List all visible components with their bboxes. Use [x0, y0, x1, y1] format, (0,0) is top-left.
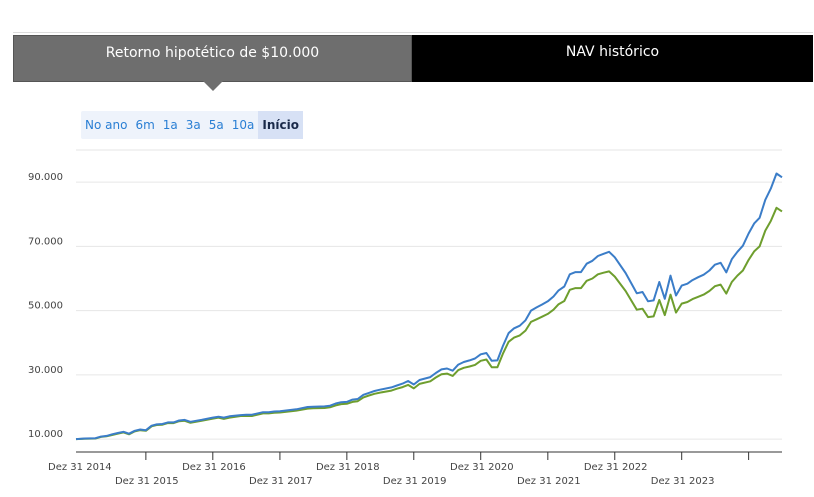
x-tick-label: Dez 31 2023	[651, 476, 715, 487]
x-tick-label: Dez 31 2019	[383, 476, 447, 487]
range-inception-button[interactable]: Início	[258, 111, 303, 139]
x-tick-label: Dez 31 2020	[450, 462, 514, 473]
tab-nav-history-label: NAV histórico	[565, 44, 660, 60]
range-10y-button[interactable]: 10a	[231, 118, 255, 132]
y-tick-label: 50.000	[28, 301, 63, 312]
tab-nav-history[interactable]: NAV histórico	[412, 35, 813, 82]
y-tick-label: 90.000	[28, 172, 63, 183]
range-ytd-button[interactable]: No ano	[85, 118, 128, 132]
x-tick-label: Dez 31 2016	[182, 462, 246, 473]
x-tick-label: Dez 31 2015	[115, 476, 179, 487]
series-line-1	[75, 172, 783, 441]
top-divider	[13, 32, 813, 33]
x-tick-label: Dez 31 2022	[584, 462, 648, 473]
range-6m-button[interactable]: 6m	[135, 118, 155, 132]
series-line-2	[75, 206, 783, 441]
y-tick-label: 70.000	[28, 236, 63, 247]
x-tick-label: Dez 31 2018	[316, 462, 380, 473]
chart-tabs: Retorno hipotético de $10.000 NAV histór…	[13, 35, 813, 91]
x-tick-label: Dez 31 2017	[249, 476, 313, 487]
range-1y-button[interactable]: 1a	[162, 118, 178, 132]
x-tick-label: Dez 31 2021	[517, 476, 581, 487]
tab-hypothetical-return-label: Retorno hipotético de $10.000	[105, 45, 320, 61]
y-tick-label: 10.000	[28, 429, 63, 440]
range-3y-button[interactable]: 3a	[185, 118, 201, 132]
x-tick-label: Dez 31 2014	[48, 462, 112, 473]
active-tab-caret-icon	[202, 81, 223, 91]
tab-hypothetical-return[interactable]: Retorno hipotético de $10.000	[13, 35, 412, 91]
y-tick-label: 30.000	[28, 365, 63, 376]
range-5y-button[interactable]: 5a	[208, 118, 224, 132]
time-range-selector: No ano 6m 1a 3a 5a 10a Início	[81, 111, 303, 139]
